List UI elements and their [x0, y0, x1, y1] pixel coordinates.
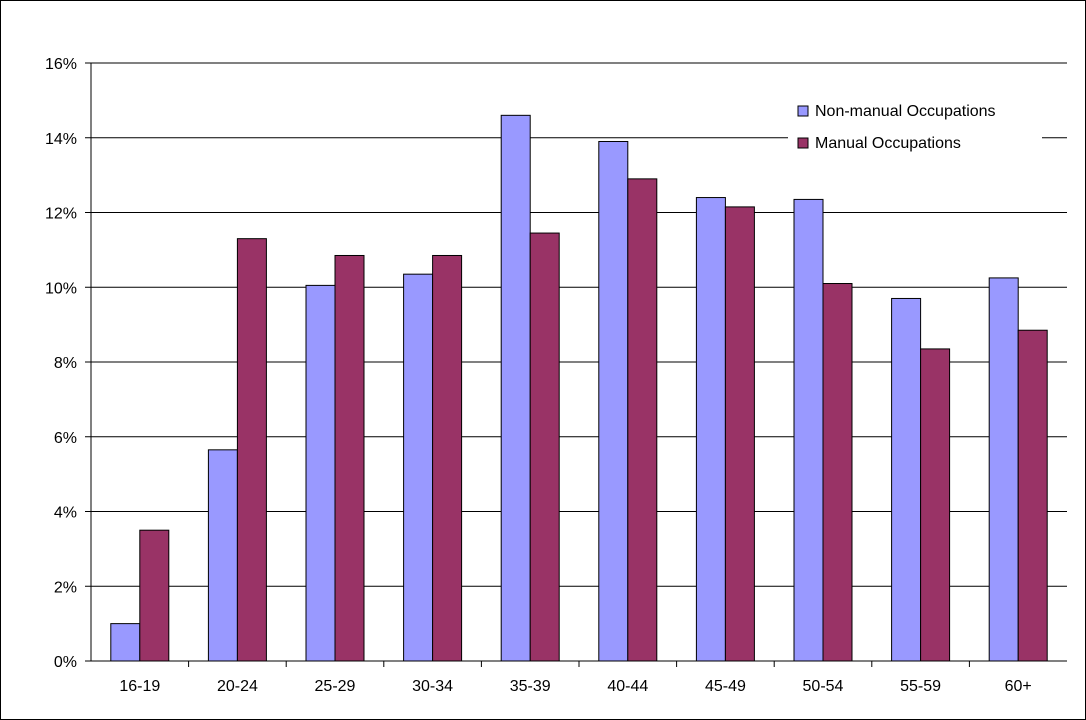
y-tick-labels: 0% 2% 4% 6% 8% 10% 12% 14% 16%: [45, 56, 77, 671]
bar-manual: [432, 254, 463, 662]
bar-manual: [724, 206, 755, 662]
bar-manual: [529, 232, 560, 662]
bar-non-manual: [305, 284, 336, 662]
bar-manual: [920, 348, 951, 662]
x-tick-label: 60+: [1005, 678, 1032, 695]
axes: [90, 63, 1067, 667]
bar-non-manual: [695, 197, 726, 662]
x-tick-label: 55-59: [900, 678, 941, 695]
x-tick-label: 25-29: [315, 678, 356, 695]
bar-non-manual: [793, 198, 824, 662]
bar-manual: [822, 283, 853, 662]
bar-manual: [236, 238, 267, 662]
y-tick-label: 10%: [45, 280, 77, 297]
y-tick-label: 0%: [54, 654, 77, 671]
legend-label-manual: Manual Occupations: [815, 135, 961, 152]
x-tick-label: 40-44: [607, 678, 648, 695]
y-tick-label: 8%: [54, 355, 77, 372]
bar-non-manual: [207, 449, 238, 662]
x-tick-label: 30-34: [412, 678, 453, 695]
legend-swatch-manual: [797, 137, 809, 149]
bar-manual: [334, 254, 365, 662]
x-tick-label: 35-39: [510, 678, 551, 695]
legend-label-non-manual: Non-manual Occupations: [815, 103, 996, 120]
bar-manual: [627, 178, 658, 662]
bar-manual: [1017, 329, 1048, 662]
bar-non-manual: [891, 297, 922, 662]
bar-non-manual: [988, 277, 1019, 662]
bar-manual: [139, 529, 170, 662]
legend: Non-manual Occupations Manual Occupation…: [788, 93, 1042, 163]
x-tick-label: 20-24: [217, 678, 258, 695]
x-tick-label: 45-49: [705, 678, 746, 695]
y-tick-label: 14%: [45, 131, 77, 148]
y-tick-label: 2%: [54, 579, 77, 596]
x-tick-labels: 16-19 20-24 25-29 30-34 35-39 40-44 45-49 50-54…: [119, 678, 1031, 695]
legend-box: [788, 93, 1042, 163]
bar-non-manual: [110, 623, 141, 662]
bar-non-manual: [403, 273, 434, 662]
y-tick-label: 4%: [54, 505, 77, 522]
legend-swatch-non-manual: [797, 105, 809, 117]
y-tick-label: 16%: [45, 56, 77, 73]
y-tick-label: 12%: [45, 206, 77, 223]
bar-non-manual: [500, 114, 531, 662]
y-tick-label: 6%: [54, 430, 77, 447]
bar-non-manual: [598, 140, 629, 662]
bars: [110, 114, 1048, 662]
x-tick-label: 50-54: [803, 678, 844, 695]
x-tick-label: 16-19: [119, 678, 160, 695]
